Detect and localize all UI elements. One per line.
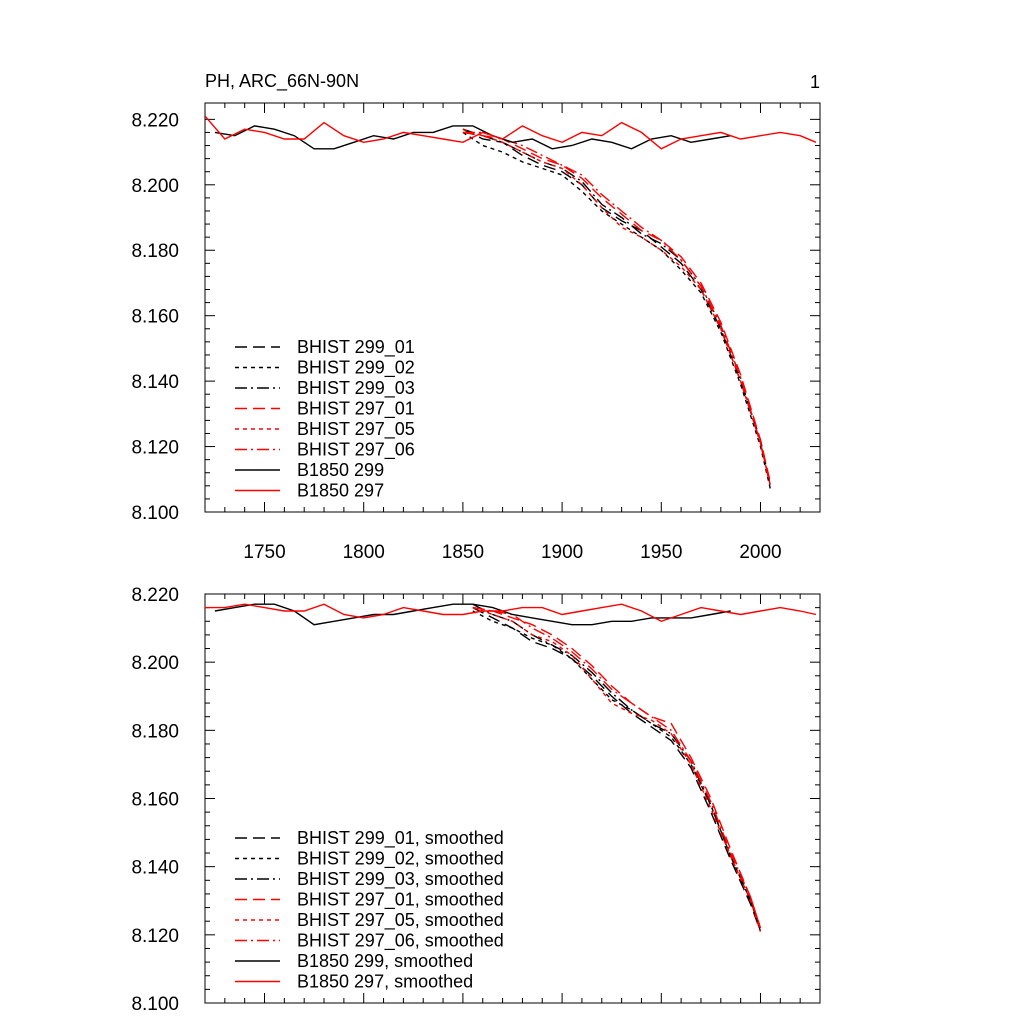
x-tick-label: 1750 [243,542,285,563]
y-tick-label: 8.220 [131,585,179,606]
series-line-bhist-299-03-smoothed [472,603,762,932]
series-line-bhist-299-01-smoothed [472,606,762,932]
legend-label: B1850 297 [297,481,384,501]
legend-label: BHIST 297_01 [297,399,415,420]
legend-label: B1850 297, smoothed [297,972,473,992]
legend-label: BHIST 299_01, smoothed [297,828,504,849]
legend-label: BHIST 299_03, smoothed [297,869,504,890]
y-tick-label: 8.160 [131,307,179,328]
series-line-bhist-297-05 [462,128,772,486]
legend-label: BHIST 297_01, smoothed [297,890,504,911]
y-tick-label: 8.120 [131,926,179,947]
y-tick-label: 8.120 [131,438,179,459]
series-line-bhist-297-05-smoothed [472,606,762,932]
legend-label: BHIST 299_01 [297,337,415,358]
x-tick-label: 2000 [739,542,781,563]
series-line-bhist-299-02 [462,131,772,490]
series-line-bhist-297-06 [462,131,772,486]
legend-label: BHIST 299_02 [297,358,415,379]
series-line-bhist-299-03 [462,128,772,486]
series-line-bhist-299-02-smoothed [472,610,762,932]
series-line-bhist-297-01 [462,131,772,483]
series-line-bhist-297-01-smoothed [472,606,762,929]
legend-label: BHIST 297_05, smoothed [297,910,504,931]
bottom-panel: 8.100 8.120 8.140 8.160 8.180 8.200 8.220 BHIST… [131,585,821,1015]
y-tick-label: 8.100 [131,994,179,1015]
y-tick-label: 8.140 [131,372,179,393]
x-tick-label: 1850 [442,542,484,563]
x-tick-label: 1950 [640,542,682,563]
series-line-b1850-297 [205,115,817,150]
legend-label: B1850 299, smoothed [297,951,473,971]
x-tick-label: 1900 [541,542,583,563]
y-tick-label: 8.200 [131,176,179,197]
y-tick-label: 8.220 [131,110,179,131]
legend-label: BHIST 297_05 [297,419,415,440]
series-line-bhist-299-01 [462,128,772,486]
chart-title: PH, ARC_66N-90N [205,71,359,92]
legend-label: BHIST 299_03 [297,378,415,399]
legend-label: BHIST 297_06 [297,440,415,461]
series-line-bhist-297-06-smoothed [472,606,762,929]
series-line-b1850-299 [214,125,731,150]
y-tick-label: 8.180 [131,241,179,262]
legend-label: BHIST 299_02, smoothed [297,849,504,870]
y-tick-label: 8.200 [131,653,179,674]
plot-frame [204,102,821,513]
series-line-b1850-299-smoothed [214,603,731,626]
x-tick-label: 1800 [343,542,385,563]
y-tick-label: 8.160 [131,790,179,811]
series-line-b1850-297-smoothed [205,603,817,623]
legend-label: BHIST 297_06, smoothed [297,931,504,952]
y-tick-label: 8.140 [131,858,179,879]
top-panel: 8.100 8.120 8.140 8.160 8.180 8.200 8.220 1750 1… [131,102,821,563]
y-tick-label: 8.100 [131,503,179,524]
y-tick-label: 8.180 [131,721,179,742]
panel-label: 1 [810,72,820,92]
legend-label: B1850 299 [297,460,384,480]
